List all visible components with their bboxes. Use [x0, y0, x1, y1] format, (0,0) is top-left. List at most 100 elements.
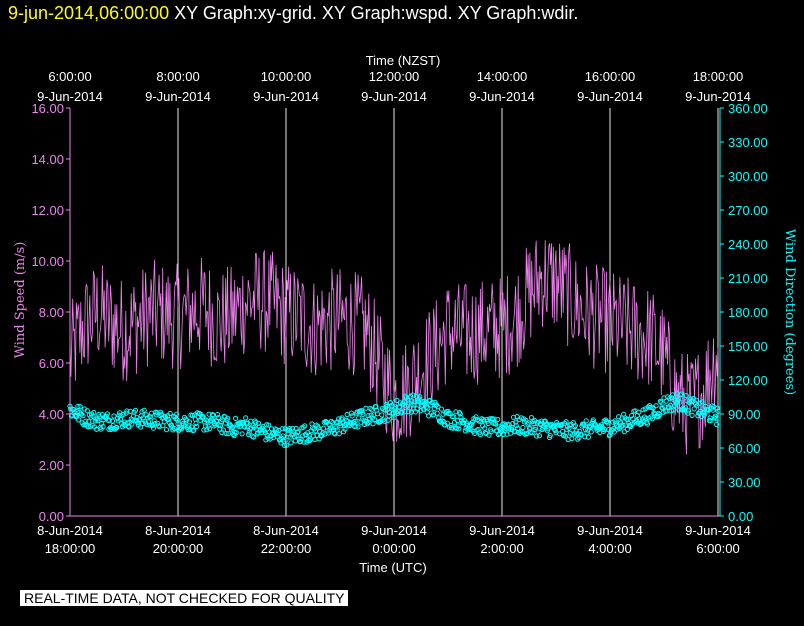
wind-direction-point: [685, 408, 692, 414]
wind-direction-point: [295, 429, 301, 435]
right-tick-label: 90.00: [728, 407, 761, 422]
wind-direction-point: [520, 424, 526, 431]
wind-direction-point: [477, 432, 483, 438]
wind-direction-point: [492, 420, 498, 426]
header-timestamp: 9-jun-2014,06:00:00: [8, 3, 170, 23]
wind-direction-point: [239, 431, 245, 437]
top-tick-time: 16:00:00: [585, 69, 636, 84]
wind-direction-point: [210, 412, 216, 418]
wind-direction-point: [233, 415, 239, 421]
wind-direction-point: [438, 406, 445, 412]
wind-direction-point: [99, 421, 105, 427]
wind-direction-point: [348, 410, 355, 416]
wind-direction-point: [91, 409, 97, 416]
wind-direction-point: [301, 439, 307, 445]
wind-direction-point: [685, 410, 691, 416]
right-tick-label: 210.00: [728, 271, 768, 286]
wind-direction-point: [279, 426, 285, 432]
wind-direction-point: [287, 426, 293, 432]
wind-direction-point: [444, 420, 450, 426]
wind-direction-series: [67, 390, 721, 449]
wind-direction-point: [714, 405, 720, 411]
wind-direction-point: [694, 403, 700, 409]
wind-direction-point: [425, 405, 431, 411]
wind-direction-point: [547, 432, 553, 439]
wind-direction-point: [611, 429, 617, 435]
right-tick-label: 150.00: [728, 339, 768, 354]
wind-direction-point: [175, 421, 181, 427]
wind-direction-point: [708, 418, 714, 424]
wind-direction-point: [334, 427, 340, 433]
wind-direction-point: [126, 424, 132, 430]
right-tick-label: 0.00: [728, 509, 753, 524]
wind-direction-point: [458, 414, 464, 421]
wind-direction-point: [251, 434, 257, 440]
wind-direction-point: [80, 413, 86, 419]
wind-direction-point: [294, 429, 301, 435]
wind-direction-point: [417, 394, 423, 400]
wind-direction-point: [379, 412, 385, 418]
header-graph-list: XY Graph:xy-grid. XY Graph:wspd. XY Grap…: [174, 3, 579, 23]
wind-direction-point: [366, 419, 372, 425]
right-tick-label: 270.00: [728, 203, 768, 218]
wind-direction-point: [90, 413, 96, 419]
wind-direction-point: [309, 421, 315, 427]
wind-direction-point: [170, 427, 176, 433]
top-tick-time: 18:00:00: [693, 69, 744, 84]
bottom-tick-time: 18:00:00: [45, 541, 96, 556]
wind-direction-point: [536, 433, 543, 439]
wind-direction-point: [102, 414, 108, 420]
wind-direction-point: [693, 397, 700, 403]
wind-direction-point: [585, 434, 592, 440]
wind-direction-point: [602, 427, 608, 433]
wind-direction-point: [402, 409, 408, 415]
wind-direction-point: [336, 431, 342, 437]
wind-direction-point: [440, 411, 446, 417]
wind-direction-point: [186, 419, 193, 425]
wind-direction-point: [495, 416, 501, 423]
wind-direction-point: [124, 408, 130, 414]
wind-direction-point: [438, 419, 444, 425]
top-tick-date: 9-Jun-2014: [253, 89, 319, 104]
wind-direction-point: [349, 413, 355, 419]
wind-direction-point: [141, 407, 147, 413]
bottom-tick-time: 6:00:00: [696, 541, 739, 556]
wind-direction-point: [296, 436, 302, 442]
wind-direction-point: [675, 396, 682, 402]
wind-direction-point: [207, 426, 213, 432]
right-tick-label: 300.00: [728, 169, 768, 184]
wind-direction-point: [111, 413, 117, 419]
wind-direction-point: [191, 427, 197, 433]
top-tick-date: 9-Jun-2014: [145, 89, 211, 104]
wind-direction-point: [409, 398, 415, 404]
wind-direction-point: [253, 419, 259, 426]
wind-direction-point: [114, 424, 120, 430]
wind-direction-point: [261, 427, 267, 433]
wind-direction-point: [243, 415, 249, 421]
wind-direction-point: [320, 425, 326, 431]
wind-direction-point: [607, 432, 613, 438]
bottom-tick-time: 4:00:00: [588, 541, 631, 556]
wind-direction-point: [193, 420, 199, 426]
wind-direction-point: [220, 427, 226, 433]
wind-direction-point: [563, 419, 569, 425]
bottom-axis-title: Time (UTC): [359, 560, 426, 575]
left-tick-label: 4.00: [39, 407, 64, 422]
quality-disclaimer: REAL-TIME DATA, NOT CHECKED FOR QUALITY: [20, 590, 349, 606]
bottom-tick-time: 2:00:00: [480, 541, 523, 556]
wind-direction-point: [572, 423, 579, 429]
wind-direction-point: [147, 422, 153, 428]
wind-direction-point: [455, 423, 461, 429]
wind-direction-point: [154, 410, 160, 416]
wind-direction-point: [250, 423, 256, 429]
wind-direction-point: [612, 418, 618, 424]
wind-direction-point: [450, 425, 456, 431]
wind-direction-point: [699, 399, 705, 405]
wind-direction-point: [174, 411, 180, 417]
wind-direction-point: [492, 421, 499, 427]
top-axis-title: Time (NZST): [366, 53, 441, 68]
wind-direction-point: [163, 427, 170, 433]
left-tick-label: 6.00: [39, 356, 64, 371]
bottom-tick-time: 22:00:00: [261, 541, 312, 556]
right-axis-title: Wind Direction (degrees): [782, 229, 797, 395]
